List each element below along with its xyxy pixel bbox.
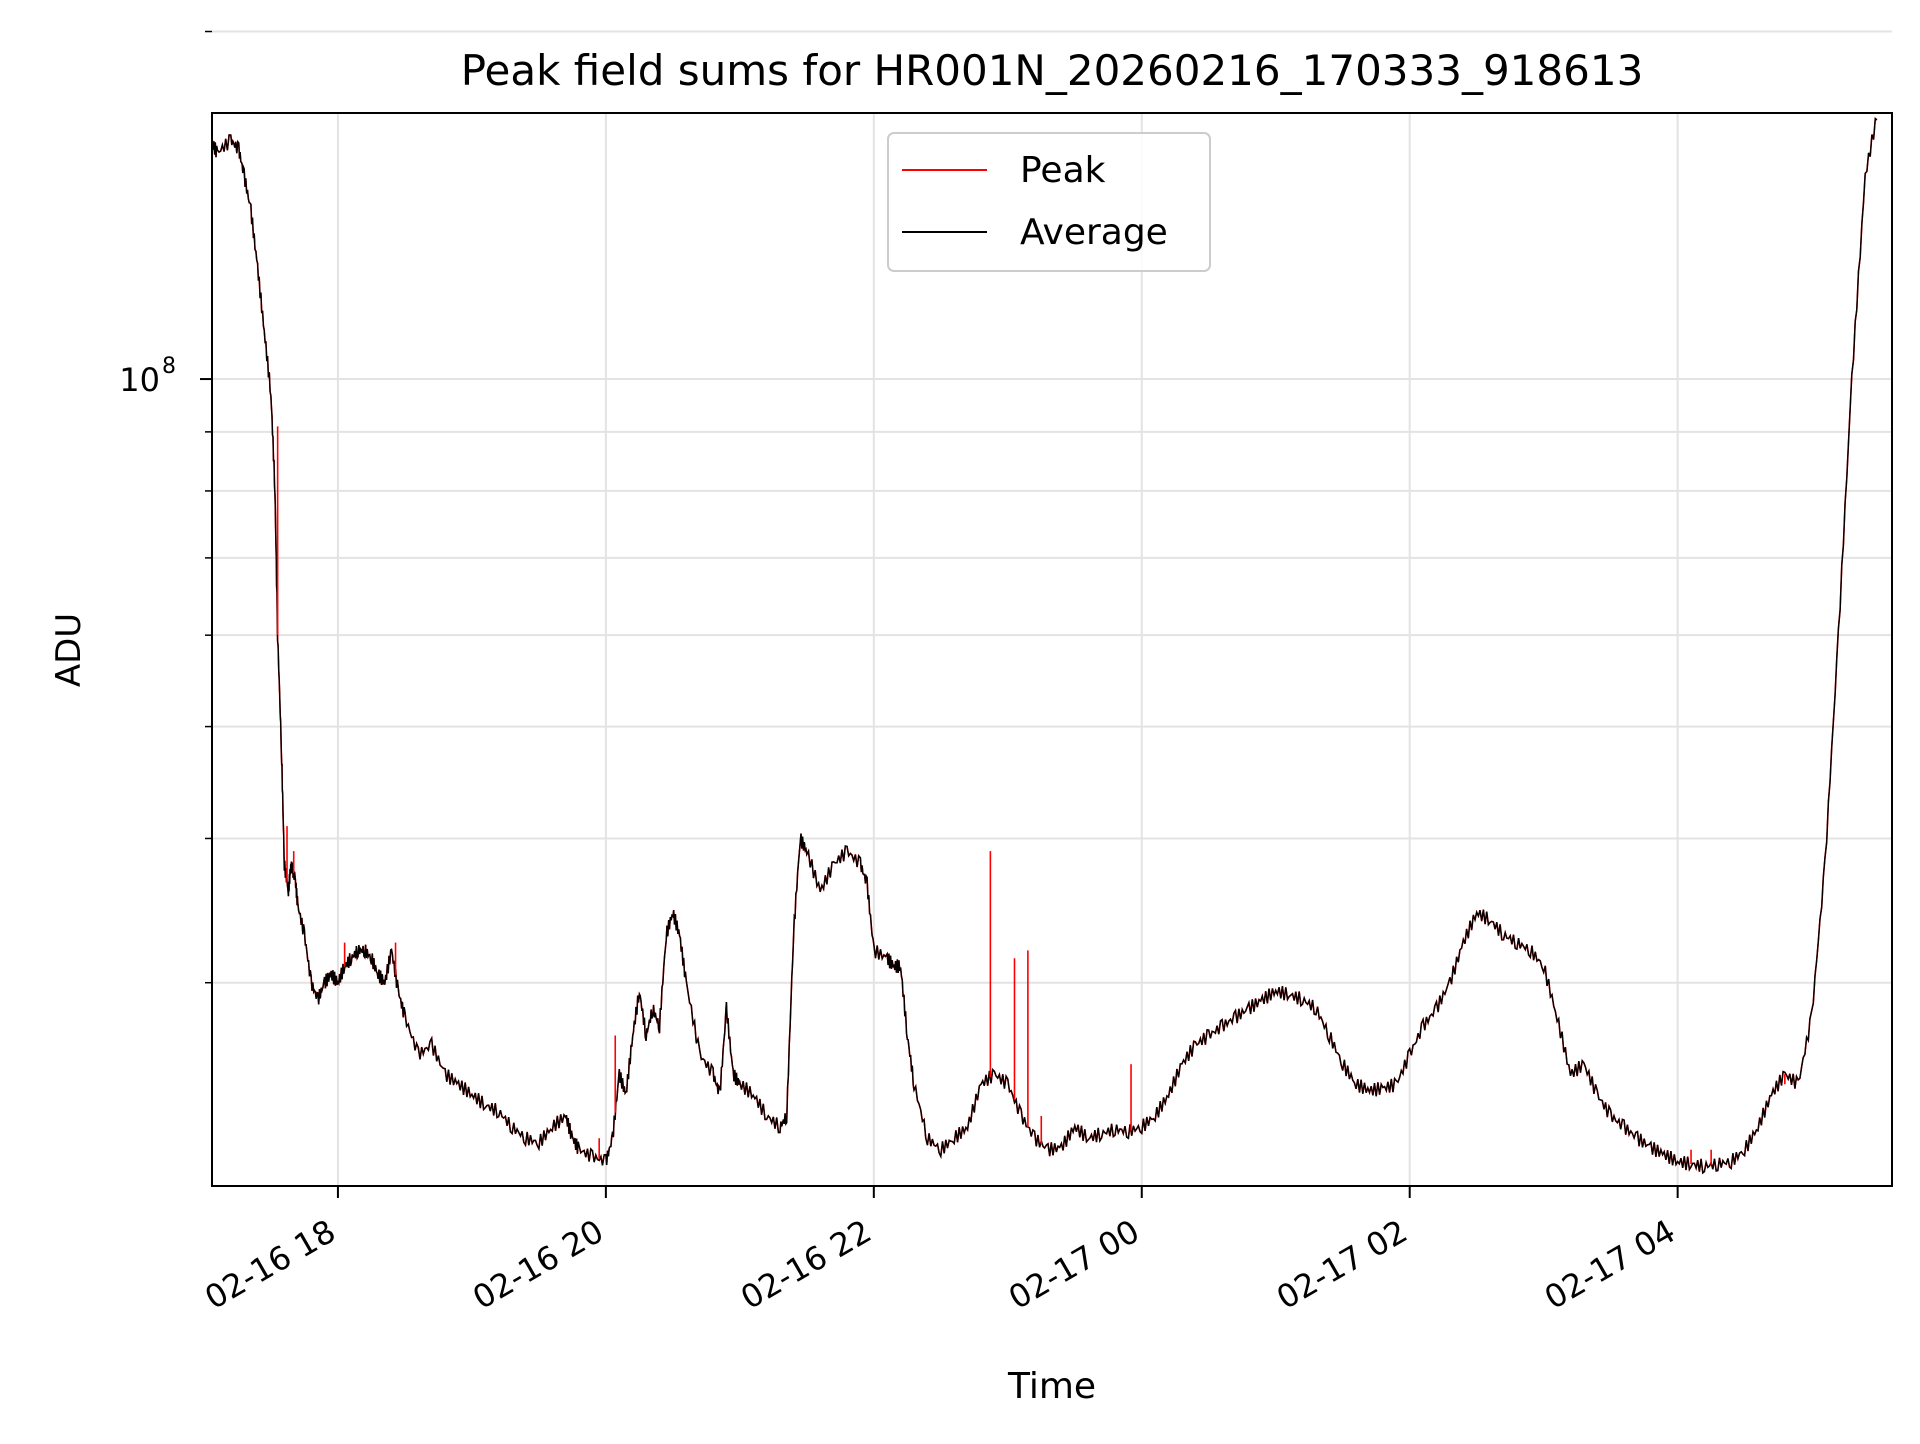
plot-frame xyxy=(211,112,1893,1187)
y-tick-label-exponent: 8 xyxy=(162,354,176,379)
x-axis-label: Time xyxy=(1007,1366,1096,1407)
series-layer xyxy=(211,117,1878,1175)
y-axis-label: ADU xyxy=(49,613,89,687)
legend-label-peak: Peak xyxy=(1020,150,1106,191)
legend-box xyxy=(887,132,1211,272)
average-series-line xyxy=(211,117,1878,1175)
legend: Peak Average xyxy=(887,132,1211,272)
chart-title: Peak field sums for HR001N_20260216_1703… xyxy=(461,46,1644,95)
grid-lines xyxy=(212,30,1892,1186)
legend-label-average: Average xyxy=(1020,212,1168,253)
y-tick-label-base: 10 xyxy=(119,361,160,399)
